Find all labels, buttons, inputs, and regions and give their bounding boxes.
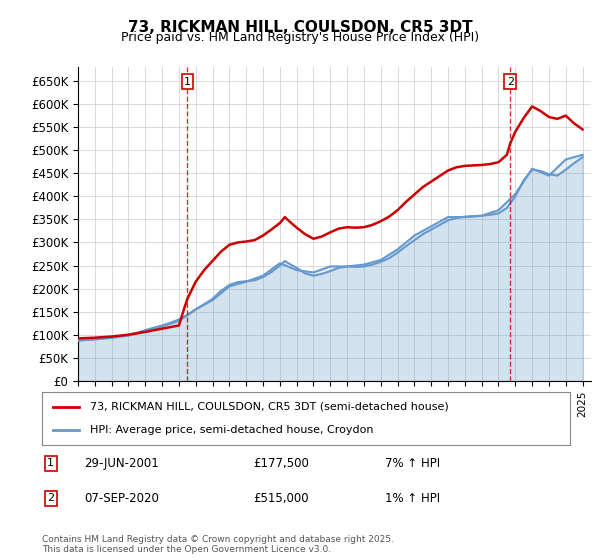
Text: 73, RICKMAN HILL, COULSDON, CR5 3DT: 73, RICKMAN HILL, COULSDON, CR5 3DT [128, 20, 472, 35]
Text: Price paid vs. HM Land Registry's House Price Index (HPI): Price paid vs. HM Land Registry's House … [121, 31, 479, 44]
Text: £177,500: £177,500 [253, 457, 309, 470]
Text: 1: 1 [47, 459, 54, 468]
Text: 1% ↑ HPI: 1% ↑ HPI [385, 492, 440, 505]
Text: 29-JUN-2001: 29-JUN-2001 [84, 457, 159, 470]
Text: 07-SEP-2020: 07-SEP-2020 [84, 492, 159, 505]
Text: 1: 1 [184, 77, 191, 87]
Text: 7% ↑ HPI: 7% ↑ HPI [385, 457, 440, 470]
Text: £515,000: £515,000 [253, 492, 309, 505]
Text: 2: 2 [507, 77, 514, 87]
Text: Contains HM Land Registry data © Crown copyright and database right 2025.
This d: Contains HM Land Registry data © Crown c… [42, 535, 394, 554]
Text: 73, RICKMAN HILL, COULSDON, CR5 3DT (semi-detached house): 73, RICKMAN HILL, COULSDON, CR5 3DT (sem… [89, 402, 448, 412]
Text: 2: 2 [47, 493, 55, 503]
Text: HPI: Average price, semi-detached house, Croydon: HPI: Average price, semi-detached house,… [89, 425, 373, 435]
